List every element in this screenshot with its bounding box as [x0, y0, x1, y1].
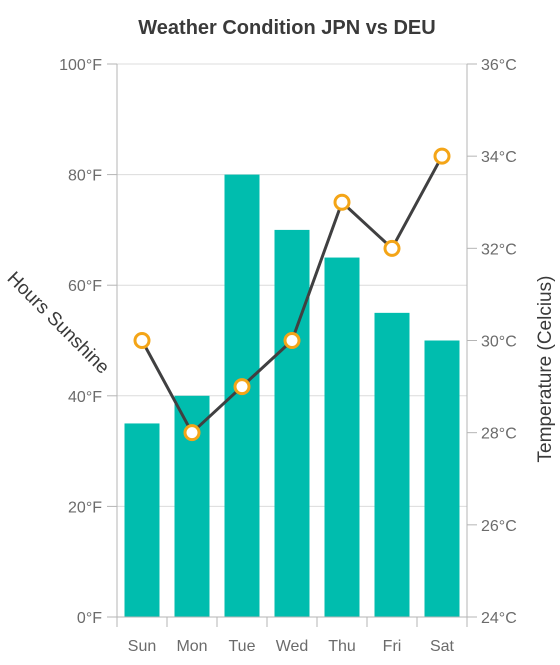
- line-point: [183, 424, 201, 442]
- bar: [374, 312, 410, 617]
- line-series: [133, 147, 451, 442]
- line-point: [333, 193, 351, 211]
- left-tick-label: 100°F: [59, 57, 102, 74]
- right-tick-label: 36°C: [481, 57, 517, 74]
- line-point: [433, 147, 451, 165]
- right-tick-label: 26°C: [481, 518, 517, 535]
- left-tick-label: 60°F: [68, 278, 102, 295]
- chart-title: Weather Condition JPN vs DEU: [138, 17, 435, 39]
- left-tick-label: 40°F: [68, 389, 102, 406]
- bar: [224, 174, 260, 617]
- bar: [274, 229, 310, 617]
- left-tick-label: 80°F: [68, 168, 102, 185]
- x-tick-label: Sun: [128, 638, 156, 655]
- left-tick-label: 20°F: [68, 499, 102, 516]
- line-point: [133, 332, 151, 349]
- x-tick-label: Fri: [383, 638, 402, 655]
- x-tick-label: Tue: [229, 638, 256, 655]
- x-tick-label: Thu: [328, 638, 356, 655]
- right-tick-label: 34°C: [481, 149, 517, 166]
- axes: 0°F 20°F 40°F 60°F 80°F 100°F 24°C 26°C 28°C 30°C…: [59, 57, 517, 655]
- x-tick-label: Mon: [176, 638, 207, 655]
- right-tick-label: 30°C: [481, 334, 517, 351]
- x-tick-label: Sat: [430, 638, 455, 655]
- line-point: [233, 378, 251, 396]
- right-tick-label: 32°C: [481, 241, 517, 258]
- x-tick-label: Wed: [276, 638, 309, 655]
- right-tick-label: 24°C: [481, 610, 517, 627]
- left-tick-label: 0°F: [77, 610, 102, 627]
- line-point: [283, 332, 301, 349]
- bar: [124, 423, 160, 617]
- bar: [324, 257, 360, 617]
- right-tick-label: 28°C: [481, 426, 517, 443]
- right-axis-title: Temperature (Celcius): [535, 276, 556, 463]
- bar: [424, 340, 460, 617]
- line-point: [383, 239, 401, 257]
- bar-series: [124, 174, 460, 617]
